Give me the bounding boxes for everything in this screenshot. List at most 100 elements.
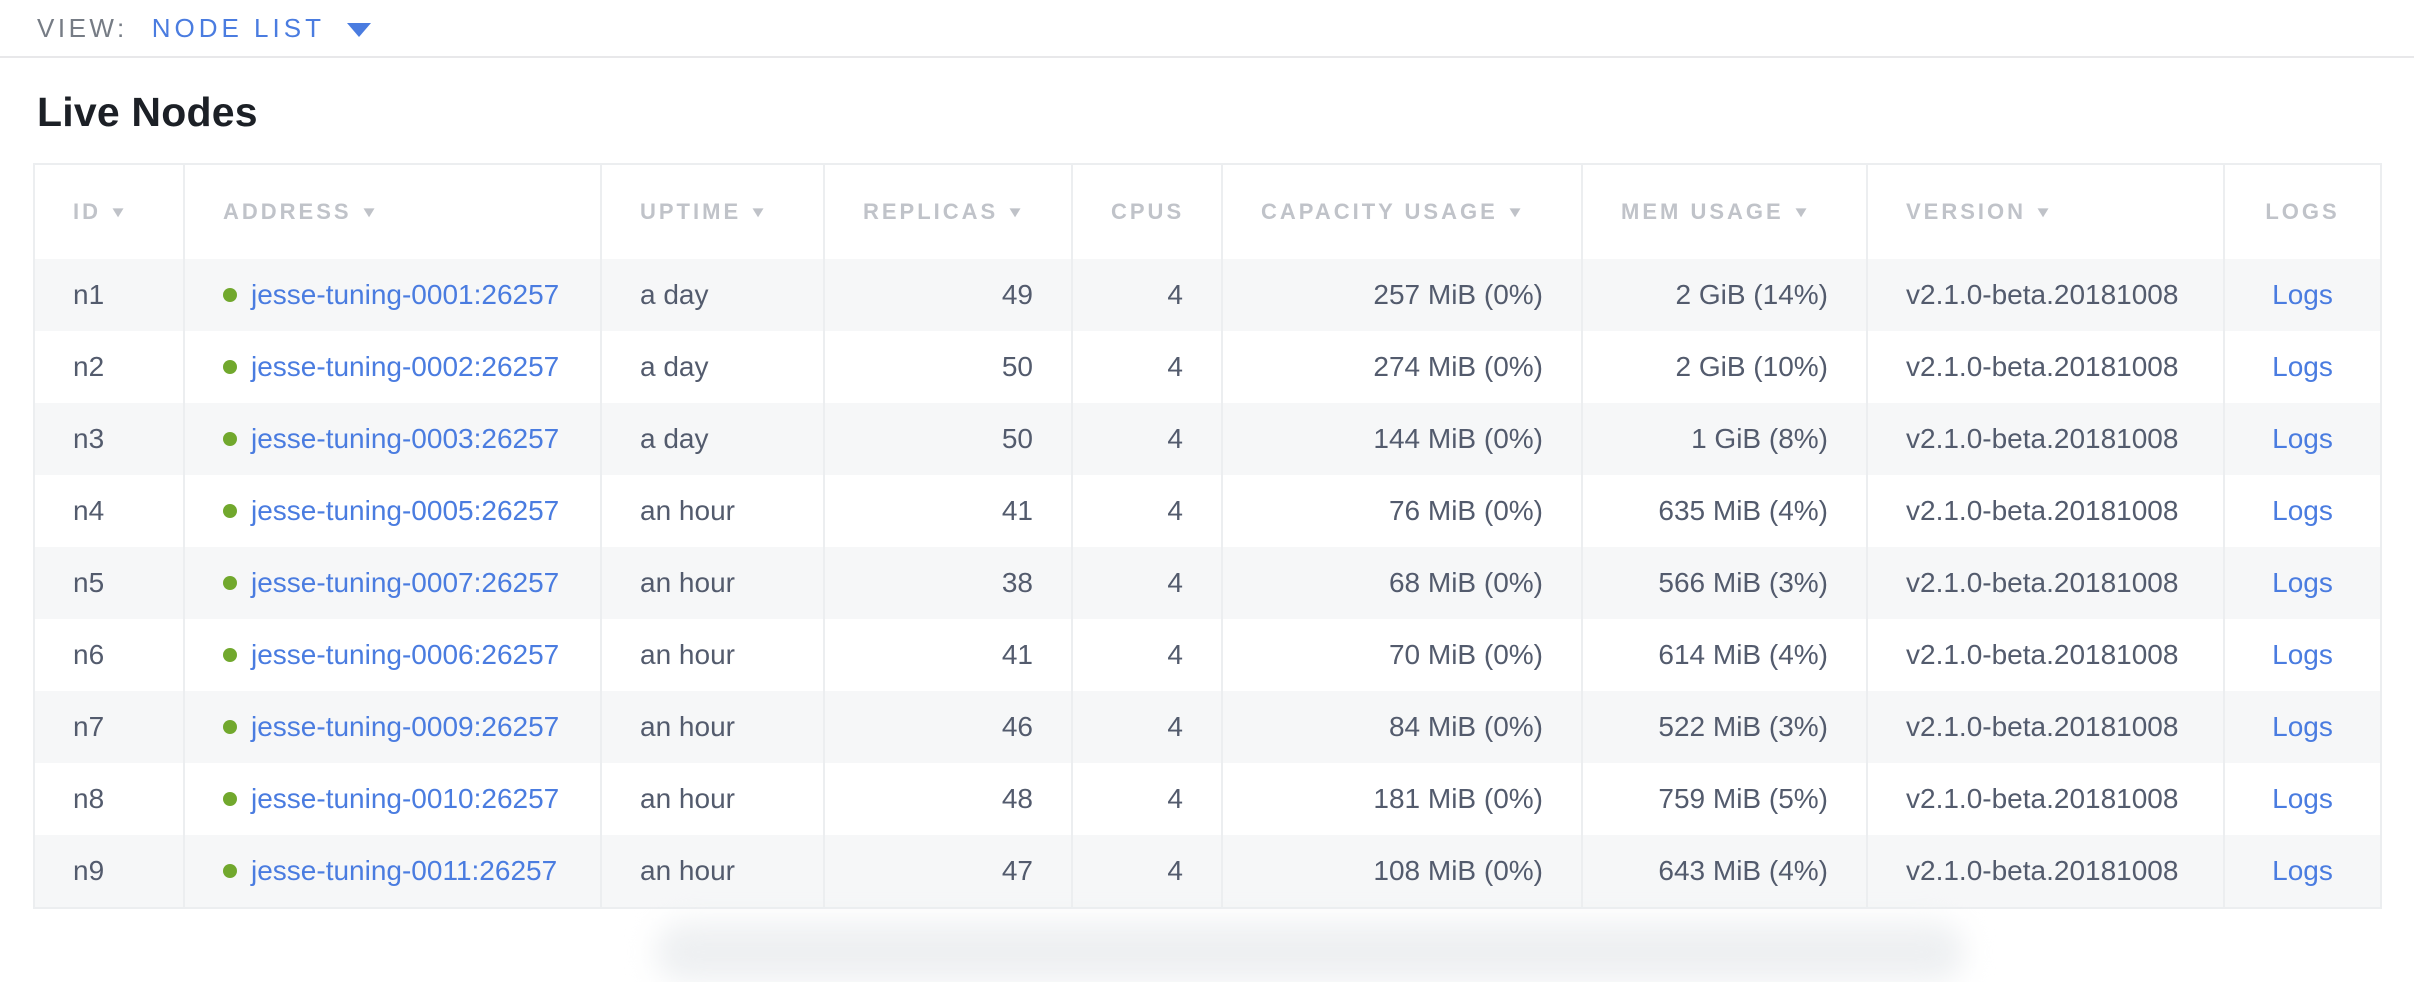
cell-logs: Logs: [2225, 619, 2380, 691]
cell-id: n9: [35, 835, 185, 907]
logs-link[interactable]: Logs: [2272, 279, 2333, 310]
cell-address: jesse-tuning-0005:26257: [185, 475, 602, 547]
cell-address: jesse-tuning-0007:26257: [185, 547, 602, 619]
logs-link[interactable]: Logs: [2272, 495, 2333, 526]
cell-address: jesse-tuning-0003:26257: [185, 403, 602, 475]
cell-capacity: 84 MiB (0%): [1223, 691, 1583, 763]
node-address-link[interactable]: jesse-tuning-0002:26257: [251, 351, 560, 382]
page-title: Live Nodes: [37, 89, 258, 135]
logs-link[interactable]: Logs: [2272, 567, 2333, 598]
cell-cpus: 4: [1073, 691, 1223, 763]
cell-address: jesse-tuning-0001:26257: [185, 259, 602, 331]
node-address-link[interactable]: jesse-tuning-0011:26257: [251, 855, 558, 886]
cell-cpus: 4: [1073, 547, 1223, 619]
cell-logs: Logs: [2225, 475, 2380, 547]
column-header-label: VERSION: [1906, 199, 2027, 224]
logs-link[interactable]: Logs: [2272, 855, 2333, 886]
cell-mem: 2 GiB (10%): [1583, 331, 1868, 403]
logs-link[interactable]: Logs: [2272, 639, 2333, 670]
cell-version: v2.1.0-beta.20181008: [1868, 403, 2225, 475]
view-dropdown[interactable]: NODE LIST: [152, 13, 371, 44]
cell-mem: 759 MiB (5%): [1583, 763, 1868, 835]
cell-replicas: 49: [825, 259, 1073, 331]
cell-logs: Logs: [2225, 547, 2380, 619]
node-live-status-icon: [223, 432, 237, 446]
logs-link[interactable]: Logs: [2272, 711, 2333, 742]
cell-address: jesse-tuning-0002:26257: [185, 331, 602, 403]
cell-replicas: 41: [825, 475, 1073, 547]
cell-capacity: 257 MiB (0%): [1223, 259, 1583, 331]
cell-logs: Logs: [2225, 835, 2380, 907]
cell-logs: Logs: [2225, 691, 2380, 763]
cell-id: n5: [35, 547, 185, 619]
column-header-id[interactable]: ID ▼: [35, 165, 185, 259]
cell-replicas: 48: [825, 763, 1073, 835]
node-live-status-icon: [223, 792, 237, 806]
column-header-replicas[interactable]: REPLICAS ▼: [825, 165, 1073, 259]
node-address-link[interactable]: jesse-tuning-0009:26257: [251, 711, 560, 742]
node-address-link[interactable]: jesse-tuning-0010:26257: [251, 783, 560, 814]
cell-id: n6: [35, 619, 185, 691]
cell-id: n2: [35, 331, 185, 403]
cell-replicas: 41: [825, 619, 1073, 691]
cell-logs: Logs: [2225, 763, 2380, 835]
table-row: n6 jesse-tuning-0006:26257 an hour 41 4 70 Mi…: [35, 619, 2380, 691]
column-header-capacity[interactable]: CAPACITY USAGE ▼: [1223, 165, 1583, 259]
logs-link[interactable]: Logs: [2272, 423, 2333, 454]
column-header-cpus: CPUS: [1073, 165, 1223, 259]
cell-capacity: 274 MiB (0%): [1223, 331, 1583, 403]
node-live-status-icon: [223, 504, 237, 518]
node-address-link[interactable]: jesse-tuning-0001:26257: [251, 279, 560, 310]
cell-uptime: an hour: [602, 619, 825, 691]
cell-replicas: 50: [825, 403, 1073, 475]
cell-uptime: a day: [602, 259, 825, 331]
table-row: n4 jesse-tuning-0005:26257 an hour 41 4 76 Mi…: [35, 475, 2380, 547]
table-row: n7 jesse-tuning-0009:26257 an hour 46 4 84 Mi…: [35, 691, 2380, 763]
node-address-link[interactable]: jesse-tuning-0005:26257: [251, 495, 560, 526]
logs-link[interactable]: Logs: [2272, 351, 2333, 382]
node-address-link[interactable]: jesse-tuning-0006:26257: [251, 639, 560, 670]
cell-capacity: 70 MiB (0%): [1223, 619, 1583, 691]
sort-desc-icon: ▼: [1505, 203, 1528, 221]
cell-id: n4: [35, 475, 185, 547]
cell-version: v2.1.0-beta.20181008: [1868, 763, 2225, 835]
cell-logs: Logs: [2225, 403, 2380, 475]
cell-capacity: 76 MiB (0%): [1223, 475, 1583, 547]
node-live-status-icon: [223, 360, 237, 374]
live-nodes-table: ID ▼ ADDRESS ▼ UPTIME ▼ REPLICAS ▼ CPUS CAPACITY …: [33, 163, 2382, 909]
cell-mem: 635 MiB (4%): [1583, 475, 1868, 547]
column-header-uptime[interactable]: UPTIME ▼: [602, 165, 825, 259]
column-header-label: CAPACITY USAGE: [1261, 199, 1498, 224]
node-address-link[interactable]: jesse-tuning-0007:26257: [251, 567, 560, 598]
view-label: VIEW:: [37, 12, 128, 43]
cell-cpus: 4: [1073, 259, 1223, 331]
column-header-address[interactable]: ADDRESS ▼: [185, 165, 602, 259]
cell-mem: 1 GiB (8%): [1583, 403, 1868, 475]
column-header-version[interactable]: VERSION ▼: [1868, 165, 2225, 259]
table-body: n1 jesse-tuning-0001:26257 a day 49 4 257 MiB…: [35, 259, 2380, 907]
table-header-row: ID ▼ ADDRESS ▼ UPTIME ▼ REPLICAS ▼ CPUS CAPACITY …: [35, 165, 2380, 259]
cell-version: v2.1.0-beta.20181008: [1868, 475, 2225, 547]
column-header-label: REPLICAS: [863, 199, 999, 224]
cell-uptime: a day: [602, 403, 825, 475]
column-header-label: LOGS: [2265, 199, 2340, 224]
column-header-mem[interactable]: MEM USAGE ▼: [1583, 165, 1868, 259]
cell-cpus: 4: [1073, 763, 1223, 835]
cell-id: n7: [35, 691, 185, 763]
table-row: n3 jesse-tuning-0003:26257 a day 50 4 144 MiB…: [35, 403, 2380, 475]
cell-capacity: 108 MiB (0%): [1223, 835, 1583, 907]
cell-version: v2.1.0-beta.20181008: [1868, 331, 2225, 403]
node-live-status-icon: [223, 648, 237, 662]
column-header-label: MEM USAGE: [1621, 199, 1784, 224]
column-header-label: UPTIME: [640, 199, 742, 224]
cell-cpus: 4: [1073, 475, 1223, 547]
node-address-link[interactable]: jesse-tuning-0003:26257: [251, 423, 560, 454]
logs-link[interactable]: Logs: [2272, 783, 2333, 814]
column-header-label: ADDRESS: [223, 199, 352, 224]
cell-uptime: an hour: [602, 763, 825, 835]
cell-uptime: an hour: [602, 475, 825, 547]
cell-logs: Logs: [2225, 259, 2380, 331]
cell-mem: 522 MiB (3%): [1583, 691, 1868, 763]
cell-uptime: an hour: [602, 547, 825, 619]
cell-address: jesse-tuning-0011:26257: [185, 835, 602, 907]
